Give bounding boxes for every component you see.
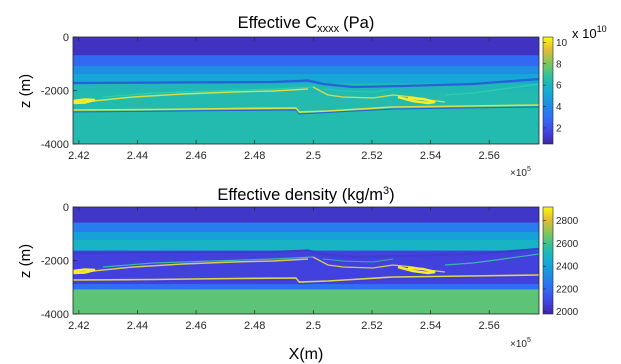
- y-tick-label: -4000: [41, 309, 69, 321]
- colorbar-tick-label: 6: [556, 81, 562, 92]
- y-tick-label: 0: [63, 202, 69, 214]
- reflector-line: [73, 77, 539, 89]
- panel2-y-label: z (m): [17, 244, 34, 278]
- layer-band: [73, 289, 539, 314]
- x-tick-label: 2.56: [478, 150, 499, 162]
- x-tick-label: 2.42: [68, 150, 89, 162]
- reflector-line: [322, 258, 394, 263]
- reflector-line: [444, 83, 539, 96]
- reflector-line: [73, 268, 96, 275]
- x-tick-label: 2.44: [127, 320, 148, 332]
- colorbar-tick-label: 2000: [556, 307, 579, 318]
- x-tick-label: 2.5: [306, 150, 321, 162]
- colorbar-tick-label: 2200: [556, 284, 579, 295]
- x-tick-label: 2.44: [127, 150, 148, 162]
- colorbar-tick-label: 2800: [556, 216, 579, 227]
- layer-band: [73, 207, 539, 224]
- reflector-line: [73, 104, 539, 113]
- panel1-colorbar: [542, 36, 554, 145]
- panel2-title: Effective density (kg/m3): [217, 185, 394, 204]
- colorbar-tick-label: 2400: [556, 262, 579, 273]
- x-tick-label: 2.46: [185, 150, 206, 162]
- y-tick-label: 0: [63, 32, 69, 44]
- colorbar-tick-label: 2: [556, 123, 562, 134]
- layer-band: [73, 65, 539, 75]
- panel1-colorbar-multiplier: x 1010: [572, 24, 607, 41]
- x-tick-label: 2.52: [361, 320, 382, 332]
- panel2-x-label: X(m): [289, 346, 324, 363]
- panel1-x-multiplier: ×105: [510, 166, 531, 179]
- panel1-axes: 2.42 2.44 2.46 2.48 2.5 2.52 2.54 2.56 0 -2000 -40…: [41, 32, 500, 162]
- reflector-line: [397, 95, 436, 105]
- colorbar-tick-label: 10: [556, 38, 568, 49]
- layer-band: [73, 284, 539, 291]
- reflector-line: [73, 276, 539, 285]
- x-tick-label: 2.56: [478, 320, 499, 332]
- y-tick-label: -2000: [41, 86, 69, 98]
- layer-band: [73, 37, 539, 57]
- panel2-x-multiplier: ×105: [510, 337, 531, 350]
- reflector-line: [322, 88, 394, 93]
- colorbar-tick-label: 4: [556, 102, 562, 113]
- layer-band: [73, 91, 539, 144]
- panel1-y-label: z (m): [17, 74, 34, 108]
- panel2-plot-area: [73, 207, 539, 314]
- panel2-axes: 2.42 2.44 2.46 2.48 2.5 2.52 2.54 2.56 0 -2000 -40…: [41, 202, 500, 332]
- x-tick-label: 2.54: [420, 320, 441, 332]
- x-tick-label: 2.48: [244, 320, 265, 332]
- reflector-line: [73, 274, 539, 283]
- x-tick-label: 2.42: [68, 320, 89, 332]
- colorbar-tick-label: 8: [556, 59, 562, 70]
- x-tick-label: 2.52: [361, 150, 382, 162]
- panel2-colorbar-ticks: 2800 2600 2400 2200 2000: [543, 216, 579, 318]
- y-tick-label: -2000: [41, 256, 69, 268]
- panel1-title: Effective Cxxxx (Pa): [238, 14, 375, 35]
- panel2-colorbar: [542, 206, 554, 315]
- x-tick-label: 2.46: [185, 320, 206, 332]
- x-tick-label: 2.48: [244, 150, 265, 162]
- layer-band: [73, 222, 539, 233]
- layer-band: [73, 73, 539, 85]
- reflector-line: [73, 247, 539, 259]
- reflector-line: [102, 86, 314, 98]
- colorbar-tick-label: 2600: [556, 239, 579, 250]
- reflector-line: [444, 253, 539, 266]
- x-tick-label: 2.54: [420, 150, 441, 162]
- layer-band: [73, 231, 539, 241]
- layer-band: [73, 55, 539, 67]
- reflector-line: [73, 98, 96, 105]
- layer-band: [73, 239, 539, 252]
- panel1-colorbar-ticks: 10 8 6 4 2: [543, 38, 568, 134]
- panel1-plot-area: [73, 37, 539, 144]
- reflector-line: [102, 256, 314, 268]
- x-tick-label: 2.5: [306, 320, 321, 332]
- reflector-line: [73, 106, 539, 115]
- y-tick-label: -4000: [41, 139, 69, 151]
- reflector-line: [397, 265, 436, 275]
